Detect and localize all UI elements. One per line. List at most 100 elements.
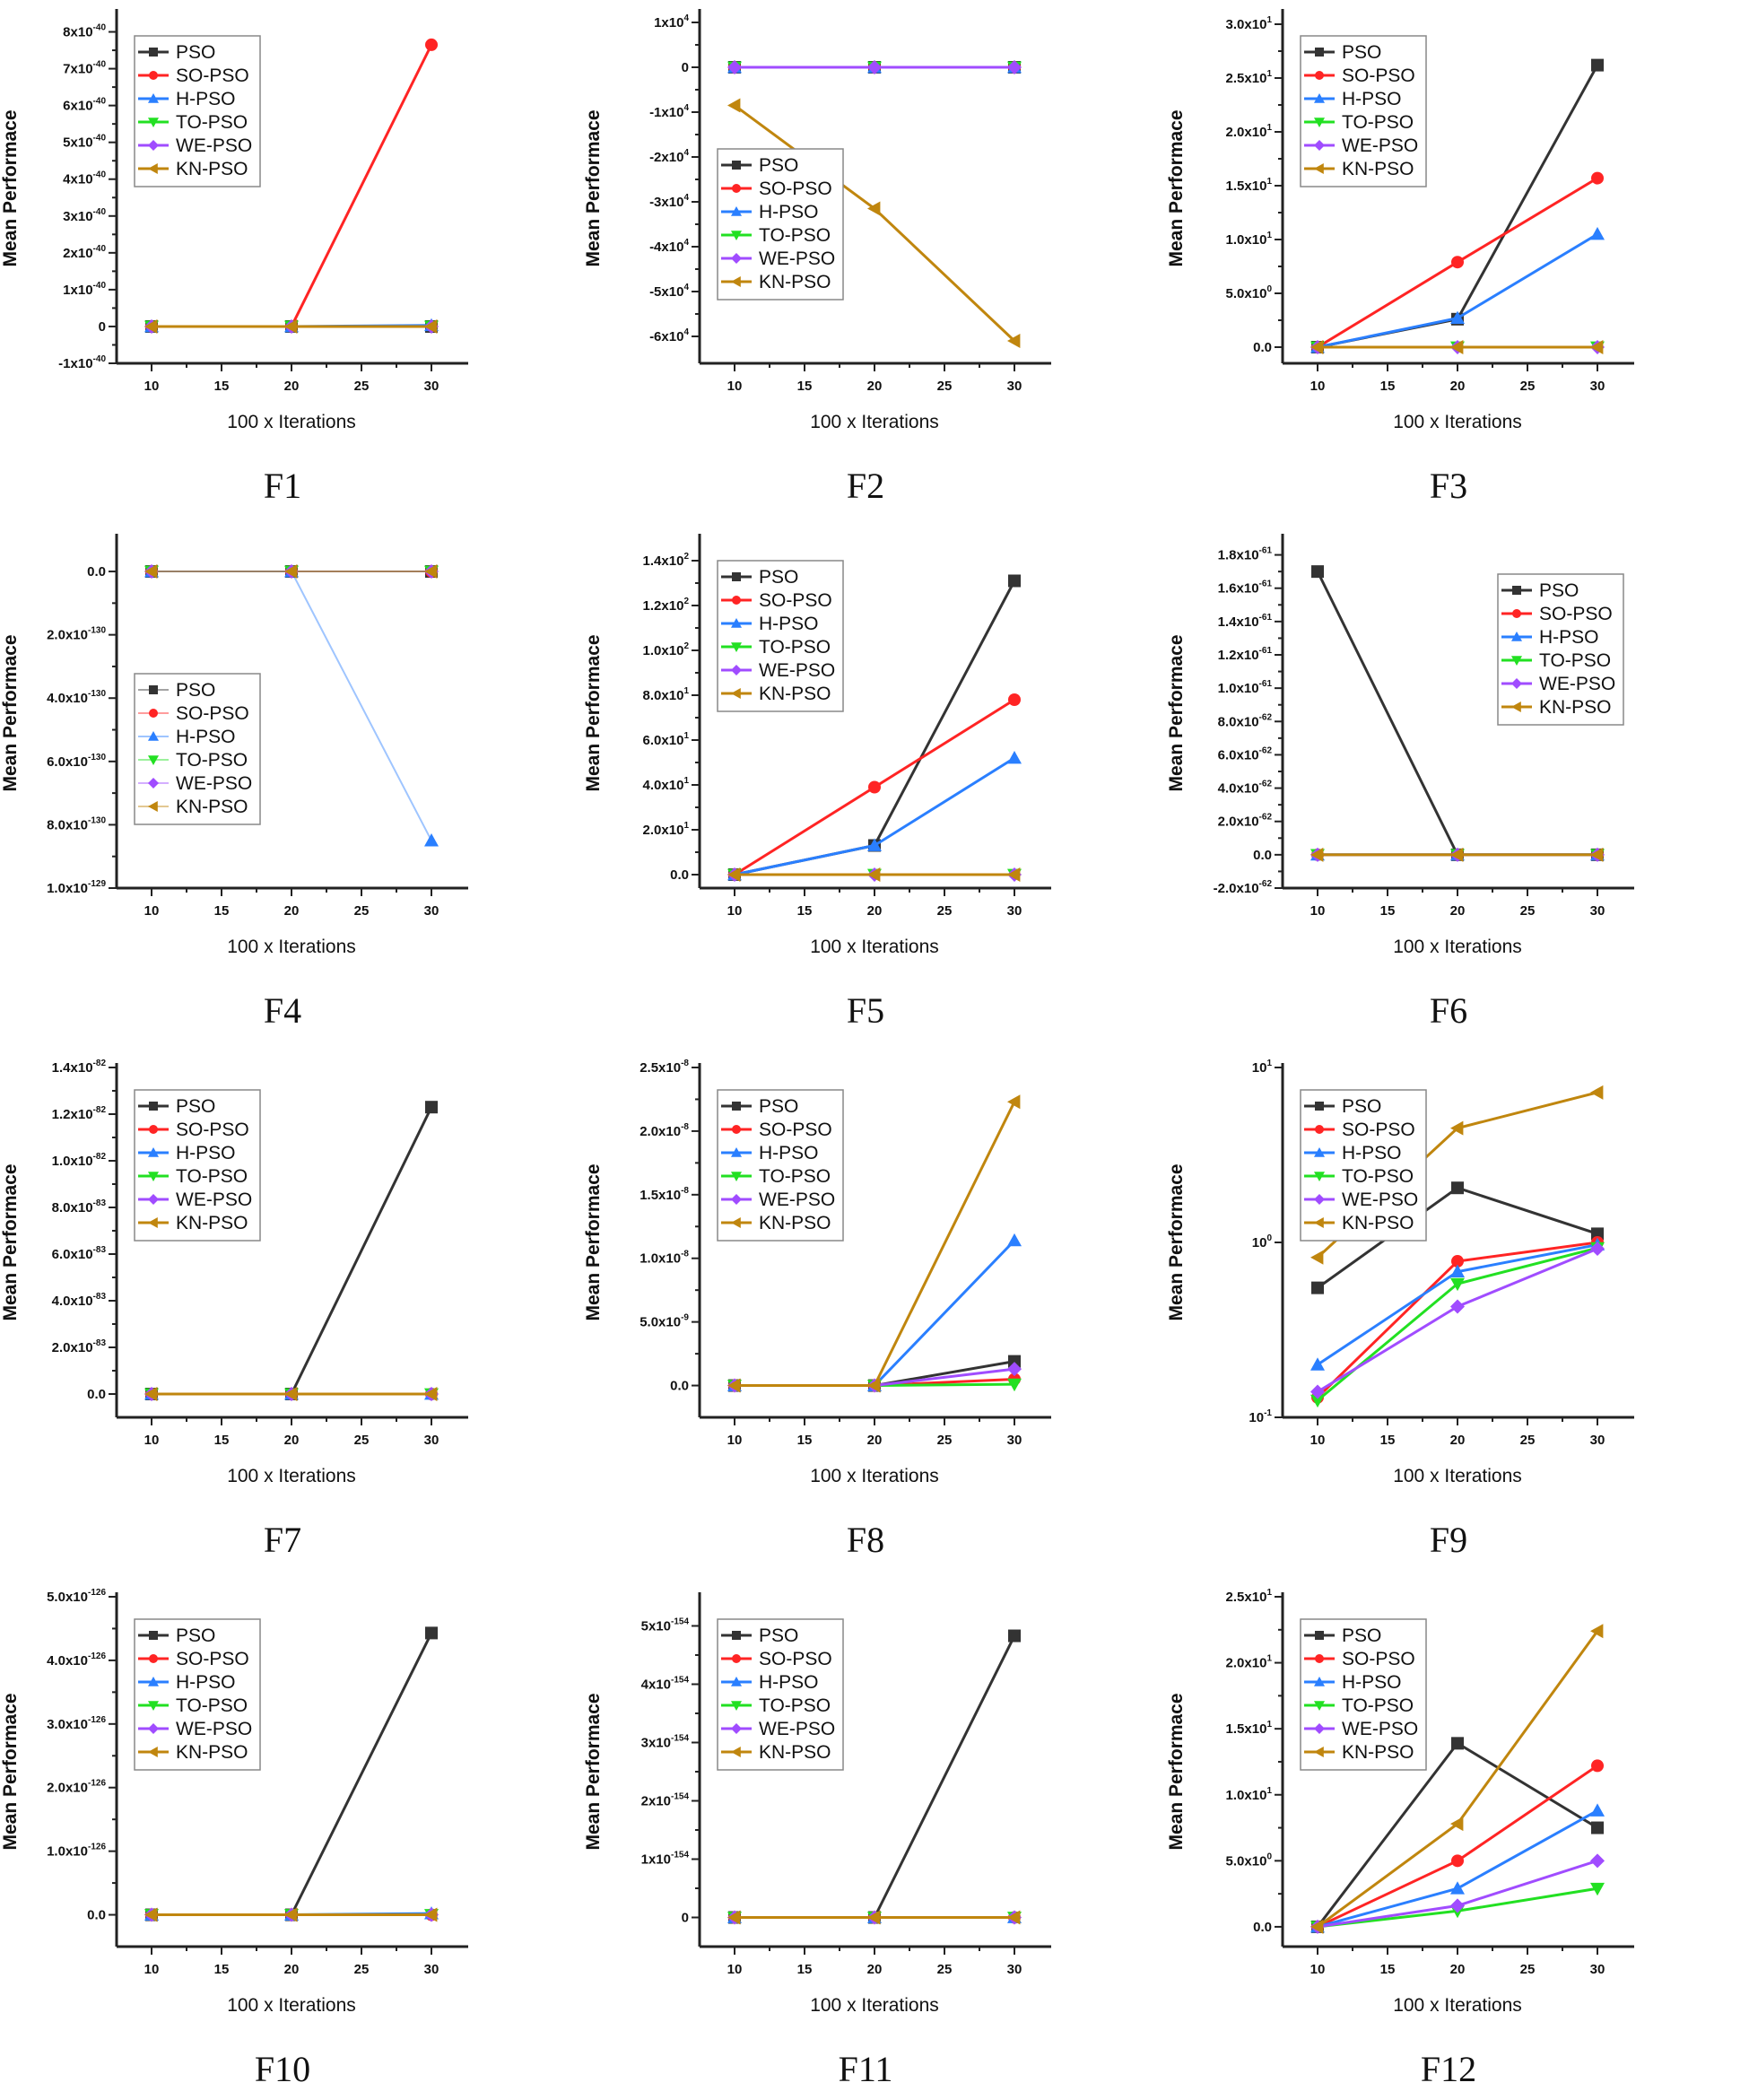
x-axis-label: 100 x Iterations (810, 937, 939, 957)
data-point (144, 318, 158, 334)
x-tick-label: 10 (727, 1433, 743, 1448)
y-tick-label: 0.0 (87, 1387, 106, 1402)
legend-item: KN-PSO (721, 1213, 831, 1233)
data-point (1590, 1853, 1605, 1869)
chart-f8: 10 15 20 25 30 0.0 5.0x10-9 1.0x10-8 1.5x10-8 2.0… (583, 1059, 1051, 1560)
legend-label: PSO (1342, 1625, 1381, 1646)
legend-item: SO-PSO (138, 1120, 249, 1140)
x-tick-label: 10 (1310, 1962, 1326, 1977)
y-axis-label: Mean Performace (583, 1163, 604, 1320)
x-tick-label: 20 (284, 903, 300, 919)
legend-marker (1315, 1654, 1324, 1663)
legend-label: WE-PSO (176, 773, 252, 794)
y-tick-label: 8.0x10-130 (47, 815, 106, 832)
legend-item: SO-PSO (1501, 604, 1613, 624)
panel-label: F5 (847, 990, 884, 1031)
y-tick-label: 2.0x10-8 (640, 1122, 689, 1139)
data-point (1591, 1821, 1604, 1834)
legend-item: PSO (721, 1096, 798, 1117)
legend-item: WE-PSO (721, 248, 835, 269)
legend-marker (731, 206, 742, 216)
data-point (1451, 1737, 1464, 1750)
data-point (1007, 60, 1022, 74)
y-tick-label: 3.0x10-126 (47, 1715, 106, 1732)
y-tick-label: -3x104 (649, 193, 689, 210)
legend-item: PSO (138, 1096, 215, 1117)
legend-item: PSO (1501, 580, 1579, 601)
chart-f2: 10 15 20 25 30 1x104 0 -1x104 -2x104 -3x104 -4x104… (583, 9, 1051, 506)
panel-label: F8 (847, 1520, 884, 1560)
legend-item: KN-PSO (1304, 1213, 1414, 1233)
series-line (1317, 232, 1598, 349)
y-axis-label: Mean Performace (1166, 634, 1187, 791)
x-tick-label: 20 (1450, 1962, 1466, 1977)
chart-f7: 10 15 20 25 30 0.0 2.0x10-83 4.0x10-83 6.0x10-83… (0, 1059, 468, 1560)
legend-marker (1512, 609, 1521, 618)
legend-label: WE-PSO (176, 135, 252, 156)
legend-item: TO-PSO (721, 1166, 831, 1187)
legend-item: H-PSO (138, 89, 236, 109)
x-axis-label: 100 x Iterations (1393, 1995, 1522, 2016)
y-tick-label: 1.5x10-8 (640, 1186, 689, 1203)
y-tick-label: -5x104 (649, 283, 689, 300)
legend-label: PSO (176, 1625, 215, 1646)
y-tick-label: 5.0x100 (1226, 284, 1273, 301)
legend-marker (1314, 1194, 1325, 1205)
legend-label: SO-PSO (759, 590, 832, 611)
y-tick-label: 1x10-40 (63, 281, 106, 298)
y-tick-label: -6x104 (649, 327, 689, 344)
legend-marker (148, 1217, 158, 1228)
chart-f4: 10 15 20 25 30 0.0 2.0x10-130 4.0x10-130 6.0x10-… (0, 534, 468, 1031)
legend-marker (731, 1172, 742, 1181)
legend-label: SO-PSO (1342, 1120, 1415, 1140)
legend-marker (149, 709, 158, 718)
x-tick-label: 30 (1007, 1433, 1022, 1448)
x-tick-label: 25 (937, 1433, 953, 1448)
y-tick-label: 2.0x101 (1226, 1654, 1273, 1671)
legend-item: PSO (1304, 1625, 1381, 1646)
x-tick-label: 20 (1450, 379, 1466, 394)
legend-label: SO-PSO (176, 65, 249, 86)
data-point (1451, 1255, 1464, 1268)
data-point (727, 867, 741, 882)
legend-marker (731, 276, 741, 287)
data-point (1007, 1233, 1022, 1247)
legend-item: SO-PSO (138, 703, 249, 724)
x-tick-label: 15 (797, 903, 813, 919)
x-tick-label: 10 (144, 379, 160, 394)
legend-item: H-PSO (138, 1672, 236, 1693)
series-kn-pso (144, 318, 438, 334)
legend-item: SO-PSO (1304, 1649, 1415, 1669)
legend-label: PSO (176, 680, 215, 701)
legend-item: PSO (138, 1625, 215, 1646)
data-point (424, 1907, 438, 1922)
legend-label: KN-PSO (1342, 159, 1414, 179)
legend-marker (1315, 1102, 1324, 1111)
legend-label: PSO (759, 1096, 798, 1117)
y-tick-label: 1.0x101 (1226, 231, 1273, 248)
data-point (424, 564, 438, 579)
y-tick-label: 0.0 (670, 867, 689, 883)
legend-marker (731, 1677, 742, 1686)
legend-label: H-PSO (1342, 89, 1402, 109)
x-tick-label: 10 (1310, 379, 1326, 394)
legend-label: KN-PSO (176, 1213, 248, 1233)
legend-item: SO-PSO (721, 590, 832, 611)
legend-item: WE-PSO (138, 773, 252, 794)
legend-item: TO-PSO (721, 1695, 831, 1716)
data-point (284, 318, 298, 334)
legend-marker (731, 253, 742, 264)
legend-marker (148, 755, 159, 765)
x-tick-label: 15 (214, 1962, 230, 1977)
y-tick-label: 0 (682, 1911, 689, 1926)
legend-item: TO-PSO (138, 750, 248, 771)
legend-marker (149, 1102, 158, 1111)
y-tick-label: 2.0x10-130 (47, 626, 106, 643)
panel-label: F12 (1421, 2049, 1476, 2089)
series-pso (1311, 1181, 1604, 1294)
legend-item: KN-PSO (1304, 1742, 1414, 1763)
legend-marker (1511, 678, 1522, 689)
